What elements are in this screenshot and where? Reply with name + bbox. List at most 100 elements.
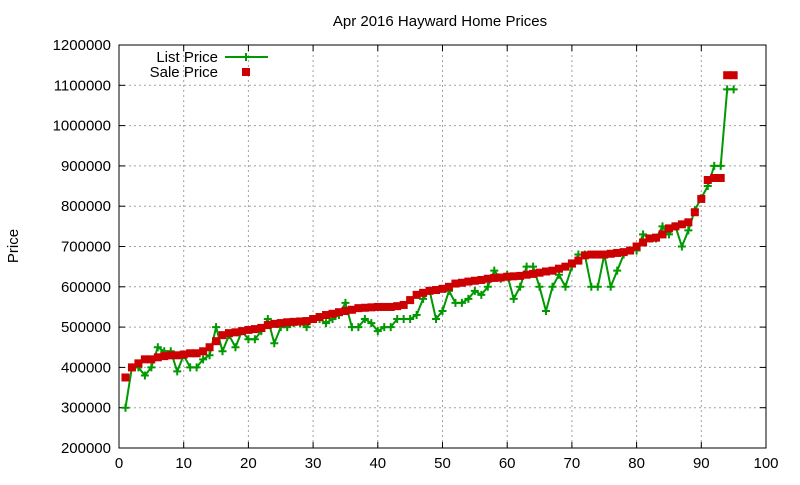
data-point-sale-price	[464, 277, 473, 286]
data-point-sale-price	[613, 248, 622, 257]
data-point-sale-price	[283, 318, 292, 327]
data-point-sale-price	[393, 302, 402, 311]
y-tick-label: 400000	[61, 359, 111, 376]
data-point-sale-price	[412, 290, 421, 299]
grid	[119, 45, 766, 448]
legend-marker-sale-price	[242, 68, 250, 76]
data-point-sale-price	[723, 71, 732, 80]
data-point-sale-price	[380, 302, 389, 311]
data-point-sale-price	[147, 355, 156, 364]
data-point-list-price	[367, 319, 376, 328]
data-point-list-price	[205, 351, 214, 360]
data-point-sale-price	[561, 262, 570, 271]
data-point-sale-price	[658, 230, 667, 239]
x-tick-label: 0	[115, 455, 123, 472]
data-point-list-price	[373, 327, 382, 336]
data-point-sale-price	[173, 351, 182, 360]
x-tick-label: 70	[564, 455, 581, 472]
data-point-sale-price	[496, 273, 505, 282]
data-point-sale-price	[729, 71, 738, 80]
data-point-sale-price	[529, 269, 538, 278]
data-point-sale-price	[140, 355, 149, 364]
legend: List Price Sale Price	[150, 49, 268, 81]
data-point-list-price	[464, 294, 473, 303]
chart-title: Apr 2016 Hayward Home Prices	[333, 13, 547, 30]
data-point-sale-price	[270, 319, 279, 328]
data-point-list-price	[218, 347, 227, 356]
y-axis-label: Price	[5, 229, 22, 263]
data-point-sale-price	[347, 305, 356, 314]
data-point-list-price	[509, 294, 518, 303]
y-tick-label: 1200000	[53, 37, 111, 54]
data-point-list-price	[457, 298, 466, 307]
data-point-sale-price	[289, 317, 298, 326]
data-point-sale-price	[483, 274, 492, 283]
y-tick-label: 800000	[61, 198, 111, 215]
data-point-sale-price	[606, 249, 615, 258]
data-point-sale-price	[470, 276, 479, 285]
data-point-sale-price	[477, 275, 486, 284]
data-point-sale-price	[593, 250, 602, 259]
data-point-sale-price	[360, 303, 369, 312]
data-point-sale-price	[451, 279, 460, 288]
data-point-list-price	[121, 403, 130, 412]
data-point-sale-price	[386, 302, 395, 311]
data-point-sale-price	[296, 317, 305, 326]
data-point-sale-price	[639, 238, 648, 247]
data-point-sale-price	[121, 373, 130, 382]
data-point-list-price	[270, 339, 279, 348]
data-point-list-price	[606, 282, 615, 291]
data-point-sale-price	[690, 208, 699, 217]
y-tick-label: 1100000	[54, 77, 111, 94]
data-point-sale-price	[554, 264, 563, 273]
data-point-sale-price	[652, 233, 661, 242]
data-point-sale-price	[224, 329, 233, 338]
y-tick-label: 700000	[61, 239, 111, 256]
data-point-sale-price	[677, 220, 686, 229]
data-point-sale-price	[186, 349, 195, 358]
data-point-sale-price	[354, 304, 363, 313]
y-tick-label: 200000	[61, 440, 111, 457]
x-tick-label: 60	[499, 455, 516, 472]
data-point-sale-price	[399, 300, 408, 309]
data-point-list-price	[153, 343, 162, 352]
x-tick-label: 100	[753, 455, 778, 472]
data-point-sale-price	[244, 325, 253, 334]
data-point-list-price	[490, 266, 499, 275]
data-point-sale-price	[179, 350, 188, 359]
data-point-sale-price	[263, 321, 272, 330]
data-point-list-price	[477, 290, 486, 299]
data-point-list-price	[684, 226, 693, 235]
data-point-sale-price	[212, 337, 221, 346]
data-point-list-price	[516, 282, 525, 291]
data-point-sale-price	[697, 194, 706, 203]
legend-marker-list-price	[242, 53, 250, 61]
data-point-sale-price	[257, 323, 266, 332]
data-point-list-price	[173, 367, 182, 376]
data-point-sale-price	[205, 343, 214, 352]
data-point-list-price	[677, 242, 686, 251]
data-point-list-price	[147, 363, 156, 372]
data-point-sale-price	[192, 349, 201, 358]
data-point-sale-price	[315, 313, 324, 322]
data-point-sale-price	[328, 309, 337, 318]
data-point-list-price	[548, 282, 557, 291]
data-point-list-price	[639, 230, 648, 239]
data-point-sale-price	[250, 325, 259, 334]
data-point-sale-price	[231, 328, 240, 337]
data-point-sale-price	[153, 353, 162, 362]
series-line-list-price	[124, 88, 734, 408]
data-point-sale-price	[134, 359, 143, 368]
plot-frame	[118, 44, 767, 449]
data-point-list-price	[386, 323, 395, 332]
y-tick-label: 1000000	[53, 118, 111, 135]
data-point-sale-price	[567, 259, 576, 268]
data-point-sale-price	[302, 317, 311, 326]
data-point-sale-price	[580, 251, 589, 260]
data-point-sale-price	[632, 242, 641, 251]
data-point-list-price	[341, 298, 350, 307]
data-point-sale-price	[600, 250, 609, 259]
legend-label-sale-price: Sale Price	[150, 64, 218, 81]
